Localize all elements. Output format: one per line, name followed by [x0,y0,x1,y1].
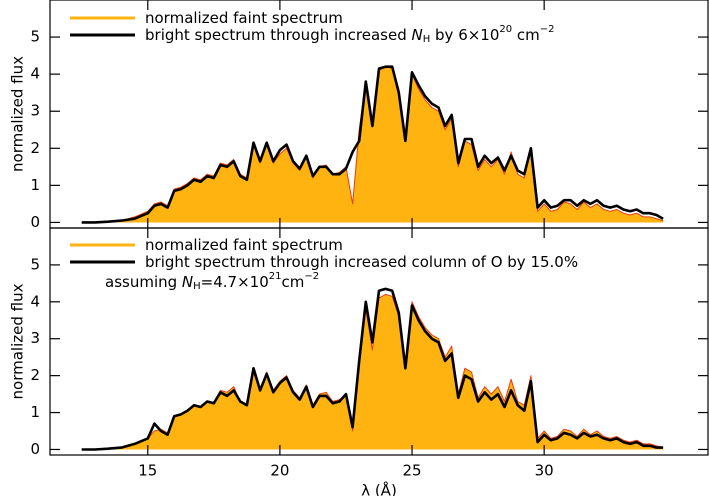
text-part: H [423,34,431,45]
text-part: −2 [540,24,555,35]
x-axis-label: λ (Å) [361,481,397,496]
text-part: normalized faint spectrum [145,236,343,254]
text-part: cm [282,273,305,291]
text-part: normalized faint spectrum [145,9,343,27]
x-tick-label: 20 [270,462,289,480]
area [81,66,664,223]
text-part: bright spectrum through increased [145,26,412,44]
text-part: =4.7×10 [201,273,269,291]
y-tick-label: 5 [30,255,40,273]
area [81,294,664,450]
text-part: N [182,273,193,291]
x-tick-label: 15 [138,462,157,480]
text-part: cm [512,26,540,44]
line [81,287,664,451]
y-tick-label: 1 [30,176,40,194]
text-part: N [412,26,423,44]
text-part: bright spectrum through increased column… [145,253,578,271]
y-tick-label: 3 [30,102,40,120]
text-part: 20 [499,24,512,35]
plot-area [81,65,664,224]
y-tick-label: 5 [30,28,40,46]
annotation: assuming NH=4.7×1021cm−2 [105,271,319,292]
legend-label: bright spectrum through increased NH by … [145,24,555,45]
y-tick-label: 0 [30,440,40,458]
y-tick-label: 2 [30,139,40,157]
y-axis-label: normalized flux [9,283,27,399]
line [81,65,664,224]
legend-label: normalized faint spectrum [145,9,343,27]
y-tick-label: 4 [30,292,40,310]
text-part: H [193,281,201,292]
x-tick-label: 25 [402,462,421,480]
legend-label: normalized faint spectrum [145,236,343,254]
frame [49,227,709,456]
x-tick-label: 30 [535,462,554,480]
plot-area [81,287,664,451]
text-part: assuming [105,273,182,291]
y-tick-label: 2 [30,366,40,384]
text-part: −2 [304,271,319,282]
y-tick-label: 3 [30,329,40,347]
y-tick-label: 1 [30,403,40,421]
y-axis-label: normalized flux [9,56,27,172]
text-part: by 6×10 [430,26,499,44]
legend-label: bright spectrum through increased column… [145,253,578,271]
y-tick-label: 0 [30,213,40,231]
y-tick-label: 4 [30,65,40,83]
text-part: 21 [269,271,282,282]
